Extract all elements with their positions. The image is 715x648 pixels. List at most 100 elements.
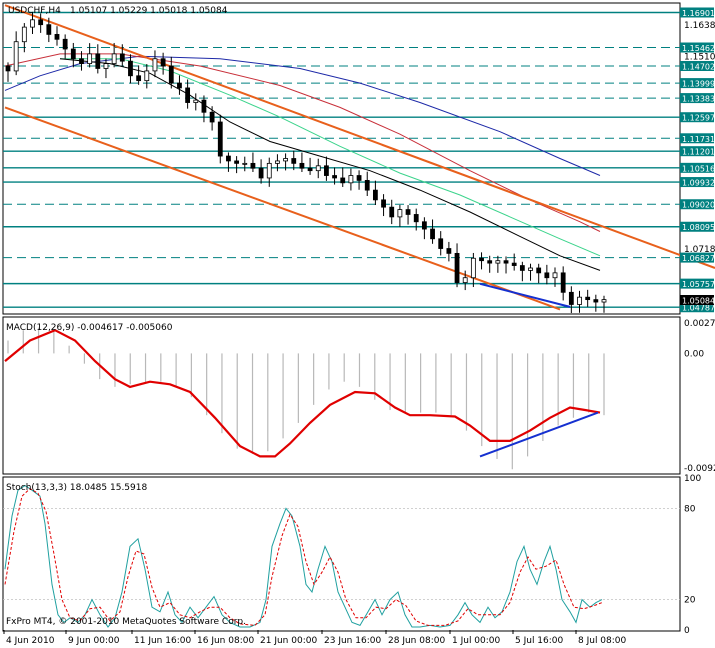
- candle-body: [421, 221, 427, 230]
- ma-black-line: [59, 58, 601, 271]
- candle-body: [111, 53, 117, 65]
- price-level-label: 1.16901: [682, 9, 715, 18]
- candle-body: [128, 60, 133, 77]
- ohlc-header: 1.05107 1.05229 1.05018 1.05084: [70, 6, 228, 16]
- price-level-tag: [680, 7, 714, 18]
- macd-axis-label: 0.00: [684, 349, 704, 359]
- price-level-label: 1.10516: [682, 164, 715, 173]
- price-axis-label: 1.07180: [684, 245, 715, 255]
- candle-body: [340, 177, 346, 184]
- price-level-label: 1.08095: [682, 223, 715, 232]
- time-axis-group: 4 Jun 2010 9 Jun 00:00 11 Jun 16:00 16 Jun …: [3, 630, 627, 646]
- candle-body: [242, 162, 248, 165]
- price-level-tag: [680, 302, 714, 313]
- candle-body: [87, 53, 93, 65]
- macd-trend-line: [479, 411, 599, 458]
- candle-body: [258, 167, 264, 179]
- candle-body: [577, 296, 582, 305]
- price-level-label: 1.06827: [682, 254, 715, 263]
- price-level-tag: [680, 252, 714, 263]
- candle-body: [462, 277, 468, 283]
- candle-body: [430, 228, 435, 240]
- candle-body: [275, 160, 280, 164]
- candle-body: [160, 58, 166, 67]
- stoch-axis-label: 80: [684, 504, 696, 514]
- candle-body: [389, 206, 395, 218]
- current-price-tag: [680, 295, 714, 306]
- candle-body: [54, 34, 60, 40]
- stoch-panel-frame[interactable]: [2, 476, 681, 632]
- candle-body: [144, 70, 150, 82]
- macd-group: 0.00275 0.00 -0.00929: [4, 319, 715, 474]
- time-axis-label: 21 Jun 00:00: [260, 636, 317, 646]
- price-axis-label: 1.16380: [684, 21, 715, 31]
- candle-body: [152, 58, 158, 72]
- candle-body: [283, 158, 288, 162]
- macd-panel-frame[interactable]: [2, 316, 681, 475]
- time-axis-label: 5 Jul 16:00: [515, 636, 564, 646]
- candle-body: [479, 257, 484, 262]
- price-level-tag: [680, 199, 714, 210]
- candle-body: [552, 272, 558, 279]
- price-level-label: 1.09932: [682, 179, 715, 188]
- price-level-tag: [680, 78, 714, 89]
- candle-body: [519, 265, 525, 271]
- price-level-label: 1.04787: [682, 304, 715, 313]
- candle-body: [593, 299, 599, 303]
- price-level-label: 1.13383: [682, 95, 715, 104]
- stoch-axis-label: 100: [684, 474, 701, 484]
- price-level-label: 1.15462: [682, 44, 715, 53]
- candle-body: [560, 272, 566, 293]
- candle-body: [5, 65, 11, 72]
- price-level-label: 1.14702: [682, 62, 715, 71]
- candle-body: [503, 260, 509, 264]
- symbol-header: USDCHF,H4: [8, 6, 61, 16]
- price-panel-frame[interactable]: [2, 2, 681, 315]
- candle-body: [62, 38, 68, 50]
- stoch-signal-line: [4, 487, 603, 626]
- time-axis-label: 23 Jun 16:00: [324, 636, 381, 646]
- candle-body: [454, 252, 460, 283]
- candle-body: [487, 260, 493, 264]
- candle-body: [332, 175, 337, 179]
- candle-body: [381, 199, 386, 208]
- channel-lines-group: [4, 4, 715, 311]
- current-price-label: 1.05084: [682, 297, 715, 306]
- candle-body: [70, 48, 76, 60]
- time-axis-label: 16 Jun 08:00: [197, 636, 254, 646]
- price-axis-group: 1.16901 1.15462 1.14702 1.13999 1.13383 1.125…: [680, 7, 715, 313]
- candle-body: [470, 257, 476, 279]
- time-axis-label: 28 Jun 08:00: [388, 636, 445, 646]
- price-level-tag: [680, 177, 714, 188]
- stoch-group: 100 80 20 0: [3, 474, 701, 636]
- time-axis-label: 9 Jun 00:00: [68, 636, 120, 646]
- candle-body: [299, 162, 305, 169]
- price-level-tag: [680, 133, 714, 144]
- time-axis-label: 1 Jul 00:00: [452, 636, 501, 646]
- candle-body: [544, 272, 550, 279]
- price-level-label: 1.05757: [682, 280, 715, 289]
- price-level-label: 1.13999: [682, 80, 715, 89]
- candle-body: [234, 160, 240, 164]
- candle-body: [568, 291, 574, 305]
- candle-body: [397, 209, 403, 218]
- channel-lower-line: [4, 106, 561, 311]
- macd-axis-label: -0.00929: [684, 464, 715, 474]
- candle-body: [103, 63, 109, 69]
- candle-body: [209, 111, 215, 123]
- stoch-main-line: [4, 485, 603, 628]
- price-level-tag: [680, 146, 714, 157]
- macd-signal-line: [4, 328, 601, 458]
- macd-axis-label: 0.00275: [684, 319, 715, 329]
- candle-body: [348, 175, 354, 184]
- candle-body: [511, 262, 517, 266]
- candle-body: [21, 26, 27, 43]
- candle-body: [185, 87, 191, 103]
- candle-body: [315, 165, 321, 172]
- candle-body: [38, 19, 44, 26]
- stoch-axis-label: 0: [684, 626, 690, 636]
- channel-upper-line: [4, 4, 715, 269]
- candle-body: [364, 179, 370, 191]
